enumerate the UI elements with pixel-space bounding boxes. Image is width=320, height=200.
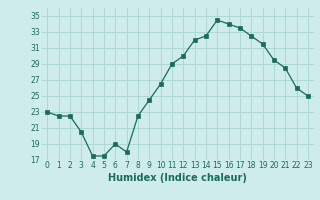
X-axis label: Humidex (Indice chaleur): Humidex (Indice chaleur)	[108, 173, 247, 183]
